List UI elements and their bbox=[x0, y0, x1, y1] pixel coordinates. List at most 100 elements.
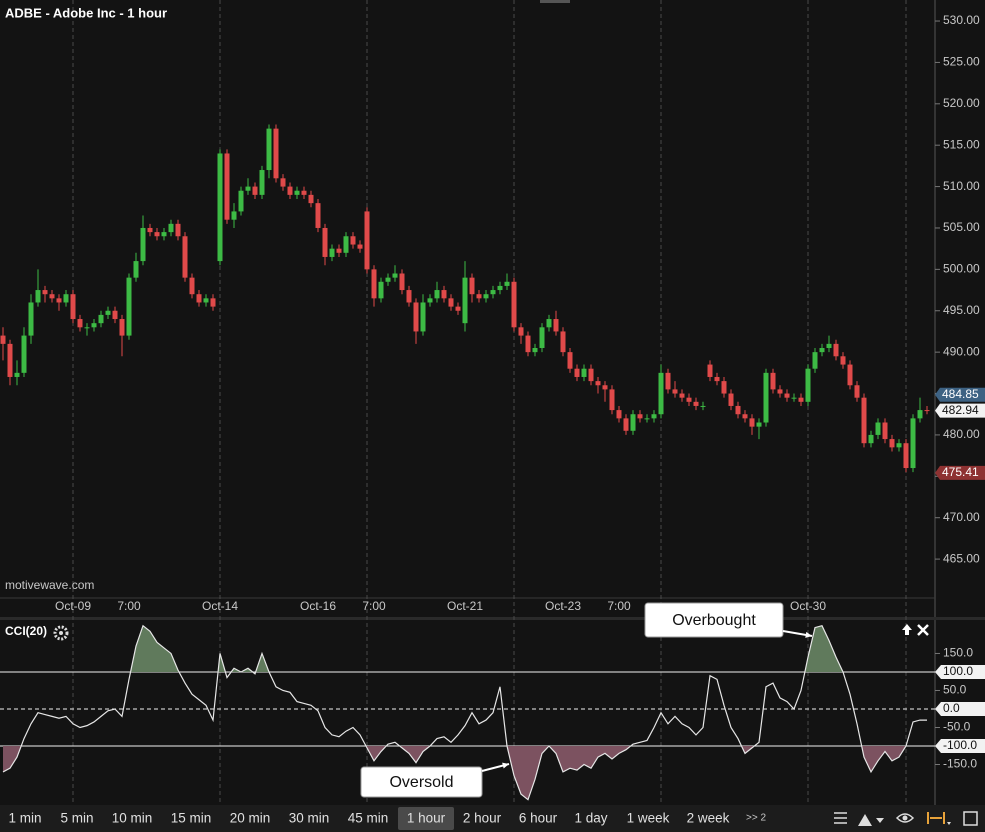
candle-body bbox=[315, 203, 321, 228]
timeframe-selected-bg bbox=[398, 807, 454, 830]
candle-body bbox=[21, 335, 27, 373]
settings-icon[interactable] bbox=[53, 625, 69, 641]
timeframe-button[interactable]: 2 week bbox=[687, 811, 730, 826]
candle-body bbox=[532, 348, 538, 353]
candle-body bbox=[189, 277, 195, 295]
timeframe-button[interactable]: 5 min bbox=[60, 811, 93, 826]
timeframe-button[interactable]: 30 min bbox=[289, 811, 330, 826]
candle-body bbox=[910, 418, 916, 469]
close-icon[interactable] bbox=[917, 624, 929, 636]
candle-body bbox=[686, 397, 692, 402]
candle-body bbox=[665, 372, 671, 390]
timeframe-button[interactable]: 2 hour bbox=[463, 811, 502, 826]
candle-body bbox=[553, 319, 559, 332]
candle-body bbox=[49, 294, 55, 299]
candle-body bbox=[175, 223, 181, 237]
candle-body bbox=[385, 277, 391, 282]
y-tick-label: 525.00 bbox=[943, 55, 980, 69]
candle-body bbox=[56, 298, 62, 303]
candle-body bbox=[854, 385, 860, 398]
candle-body bbox=[280, 178, 286, 187]
calendar-icon[interactable] bbox=[963, 811, 978, 826]
menu-icon[interactable] bbox=[834, 812, 847, 824]
indicator-title: CCI(20) bbox=[5, 624, 47, 638]
timeframe-button[interactable]: 6 hour bbox=[519, 811, 558, 826]
candle-body bbox=[231, 211, 237, 220]
candle-body bbox=[658, 372, 664, 415]
candle-body bbox=[616, 410, 622, 419]
timeframe-button[interactable]: 1 min bbox=[8, 811, 41, 826]
cci-line bbox=[2, 624, 927, 801]
candle-body bbox=[504, 281, 510, 286]
candle-body bbox=[735, 405, 741, 415]
candle-body bbox=[70, 294, 76, 320]
timeframe-button[interactable]: 10 min bbox=[112, 811, 153, 826]
timeframe-button[interactable]: 45 min bbox=[348, 811, 389, 826]
y-tick-label: 490.00 bbox=[943, 344, 980, 358]
annotation-arrowhead bbox=[805, 631, 812, 638]
candle-body bbox=[133, 261, 139, 278]
candle-body bbox=[294, 190, 300, 195]
candle-body bbox=[812, 352, 818, 369]
candle-body bbox=[147, 227, 153, 233]
candle-body bbox=[196, 294, 202, 303]
candle-body bbox=[126, 277, 132, 336]
candle-body bbox=[182, 236, 188, 278]
candle-body bbox=[364, 211, 370, 270]
level-label-box bbox=[935, 664, 985, 679]
candle-body bbox=[448, 298, 454, 307]
annotations: Overbought Oversold bbox=[360, 602, 813, 798]
eye-icon[interactable] bbox=[895, 813, 915, 823]
candle-body bbox=[588, 368, 594, 382]
y-tick-label: 500.00 bbox=[943, 262, 980, 276]
timeframe-button[interactable]: 20 min bbox=[230, 811, 271, 826]
candle-body bbox=[840, 356, 846, 365]
annotation-arrowhead bbox=[502, 762, 509, 769]
y-tick-label: -150.0 bbox=[943, 757, 977, 771]
annotation-box bbox=[360, 766, 483, 798]
candle-body bbox=[560, 331, 566, 353]
timeframe-button[interactable]: 1 hour bbox=[407, 811, 446, 826]
candle-body bbox=[693, 401, 699, 406]
draw-icon[interactable] bbox=[858, 814, 884, 826]
candle-body bbox=[770, 372, 776, 390]
candle-body bbox=[245, 186, 251, 191]
candle-body bbox=[497, 285, 503, 291]
candle-body bbox=[630, 414, 636, 431]
candle-body bbox=[154, 232, 160, 237]
timeframe-button[interactable]: 1 week bbox=[627, 811, 670, 826]
candle-body bbox=[847, 364, 853, 386]
candle-body bbox=[469, 277, 475, 295]
timeframe-button[interactable]: 15 min bbox=[171, 811, 212, 826]
candle-body bbox=[868, 434, 874, 444]
candle-body bbox=[273, 128, 279, 179]
candle-body bbox=[217, 153, 223, 262]
y-tick-label: 530.00 bbox=[943, 13, 980, 27]
price-marker-label: 482.94 bbox=[942, 403, 979, 417]
candle-body bbox=[0, 335, 6, 344]
fit-icon[interactable] bbox=[927, 812, 945, 824]
y-tick-label: 520.00 bbox=[943, 96, 980, 110]
candle-body bbox=[567, 352, 573, 369]
more-button[interactable]: >> 2 bbox=[746, 813, 766, 824]
y-tick-label: 515.00 bbox=[943, 137, 980, 151]
candle-body bbox=[763, 372, 769, 423]
y-tick-label: 505.00 bbox=[943, 220, 980, 234]
candle-body bbox=[728, 393, 734, 406]
candle-body bbox=[434, 290, 440, 299]
candle-body bbox=[378, 281, 384, 299]
timeframe-button[interactable]: 1 day bbox=[574, 811, 607, 826]
candle-body bbox=[301, 190, 307, 195]
toolbar-buttons: 1 min 5 min 10 min 15 min 20 min 30 min 45 min… bbox=[8, 807, 766, 830]
candle-body bbox=[441, 290, 447, 299]
candle-body bbox=[42, 290, 48, 295]
candle-body bbox=[749, 418, 755, 427]
watermark: motivewave.com bbox=[5, 578, 94, 592]
move-up-icon[interactable] bbox=[902, 624, 912, 635]
pane-handle bbox=[540, 0, 570, 3]
candle-body bbox=[322, 227, 328, 257]
x-tick-label: Oct-16 bbox=[300, 599, 336, 613]
candle-body bbox=[266, 128, 272, 171]
y-tick-label: 470.00 bbox=[943, 510, 980, 524]
